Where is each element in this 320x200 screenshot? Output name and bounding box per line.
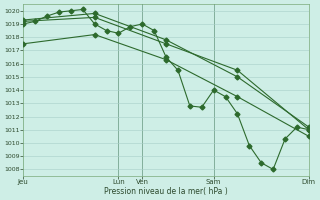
X-axis label: Pression niveau de la mer( hPa ): Pression niveau de la mer( hPa ) — [104, 187, 228, 196]
